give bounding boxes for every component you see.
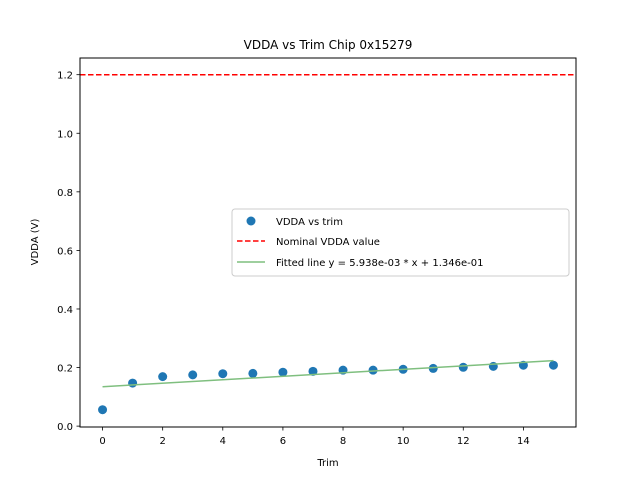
x-axis-label: Trim [316, 458, 338, 469]
x-tick-label: 10 [397, 436, 410, 447]
y-tick-label: 0.6 [57, 246, 73, 257]
data-point [158, 372, 168, 382]
chart-title: VDDA vs Trim Chip 0x15279 [244, 38, 413, 52]
data-point [428, 363, 438, 373]
x-tick-label: 14 [517, 436, 530, 447]
x-tick-label: 2 [159, 436, 165, 447]
data-point [458, 362, 468, 372]
data-point [548, 360, 558, 370]
legend-label-nominal: Nominal VDDA value [276, 237, 380, 248]
data-point [128, 378, 138, 388]
legend: VDDA vs trim Nominal VDDA value Fitted l… [231, 208, 570, 277]
axes-frame [79, 57, 577, 428]
data-point [218, 369, 228, 379]
y-tick-label: 0.8 [57, 188, 73, 199]
y-tick-label: 0.2 [57, 364, 73, 375]
fitted-line [102, 359, 554, 388]
y-axis-ticks: 0.0 0.2 0.4 0.6 0.8 1.0 1.2 [57, 71, 80, 433]
y-tick-label: 0.4 [57, 305, 73, 316]
y-axis-label: VDDA (V) [30, 219, 41, 266]
data-point [278, 367, 288, 377]
legend-marker-scatter [246, 216, 256, 226]
data-point [368, 365, 378, 375]
y-tick-label: 1.2 [57, 71, 73, 82]
legend-label-scatter: VDDA vs trim [276, 217, 343, 228]
legend-box [231, 208, 570, 277]
data-point [308, 366, 318, 376]
x-axis-ticks: 0 2 4 6 8 10 12 14 [99, 427, 530, 447]
plot-area [80, 73, 576, 415]
x-tick-label: 12 [457, 436, 470, 447]
legend-label-fit: Fitted line y = 5.938e-03 * x + 1.346e-0… [276, 258, 483, 269]
data-point [188, 370, 198, 380]
x-tick-label: 8 [340, 436, 346, 447]
y-tick-label: 0.0 [57, 422, 73, 433]
x-tick-label: 4 [220, 436, 226, 447]
x-tick-label: 0 [99, 436, 105, 447]
y-tick-label: 1.0 [57, 129, 73, 140]
x-tick-label: 6 [280, 436, 286, 447]
data-point [98, 405, 108, 415]
data-point [248, 368, 258, 378]
